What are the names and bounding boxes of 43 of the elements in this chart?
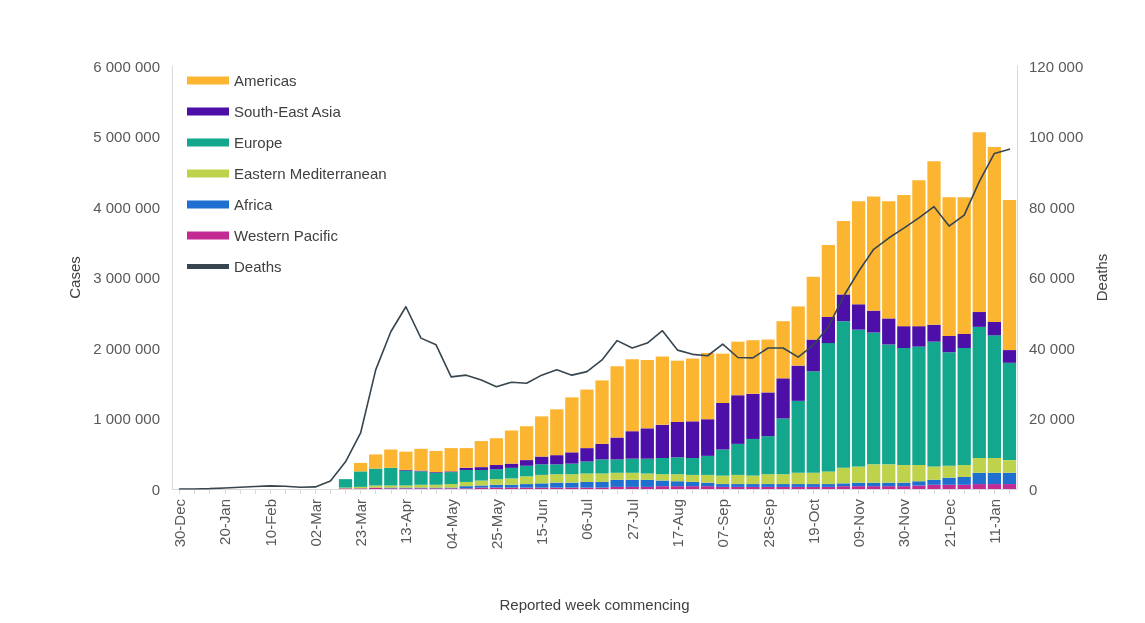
y-tick-label: 2 000 000: [93, 339, 160, 357]
x-tick-label: 27-Jul: [623, 499, 641, 540]
y-tick-label: 4 000 000: [93, 198, 160, 216]
legend-label: Western Pacific: [234, 227, 339, 244]
y-tick-label: 3 000 000: [93, 269, 160, 286]
y-axis-title: Cases: [66, 256, 84, 299]
legend-label: Americas: [234, 72, 297, 89]
x-tick-label: 11-Jan: [985, 499, 1003, 544]
y2-tick-label: 40 000: [1029, 339, 1075, 357]
x-tick-label: 10-Feb: [261, 499, 279, 547]
x-tick-label: 28-Sep: [759, 499, 777, 548]
y-tick-label: 5 000 000: [93, 128, 160, 145]
x-tick-label: 09-Nov: [850, 498, 868, 548]
x-tick-label: 15-Jun: [533, 499, 551, 545]
y2-tick-label: 0: [1029, 480, 1038, 498]
x-tick-label: 30-Dec: [171, 498, 189, 548]
y-tick-label: 0: [151, 480, 160, 498]
x-tick-label: 21-Dec: [940, 498, 958, 548]
x-tick-label: 30-Nov: [895, 498, 913, 548]
legend-label: Africa: [234, 196, 273, 213]
x-tick-label: 04-May: [442, 498, 460, 550]
x-tick-label: 07-Sep: [714, 499, 732, 548]
x-tick-label: 25-May: [487, 498, 505, 550]
y-tick-label: 1 000 000: [93, 410, 160, 427]
y2-axis-title: Deaths: [1093, 253, 1111, 302]
x-tick-label: 23-Mar: [352, 499, 370, 547]
x-axis-title: Reported week commencing: [499, 596, 690, 613]
x-tick-label: 02-Mar: [306, 499, 324, 547]
y2-tick-label: 120 000: [1029, 57, 1084, 75]
x-tick-label: 17-Aug: [668, 499, 686, 548]
y2-tick-label: 80 000: [1029, 198, 1075, 216]
x-tick-label: 06-Jul: [578, 499, 596, 540]
y-tick-label: 6 000 000: [93, 57, 160, 75]
legend-label: South-East Asia: [234, 103, 342, 120]
legend-label: Eastern Mediterranean: [234, 165, 387, 182]
legend-label: Deaths: [234, 258, 282, 275]
x-tick-label: 19-Oct: [804, 498, 822, 545]
y2-tick-label: 60 000: [1029, 269, 1075, 286]
x-tick-label: 20-Jan: [216, 499, 234, 545]
y2-tick-label: 100 000: [1029, 128, 1084, 145]
y2-tick-label: 20 000: [1029, 410, 1075, 427]
legend-label: Europe: [234, 134, 283, 151]
x-tick-label: 13-Apr: [397, 499, 415, 545]
